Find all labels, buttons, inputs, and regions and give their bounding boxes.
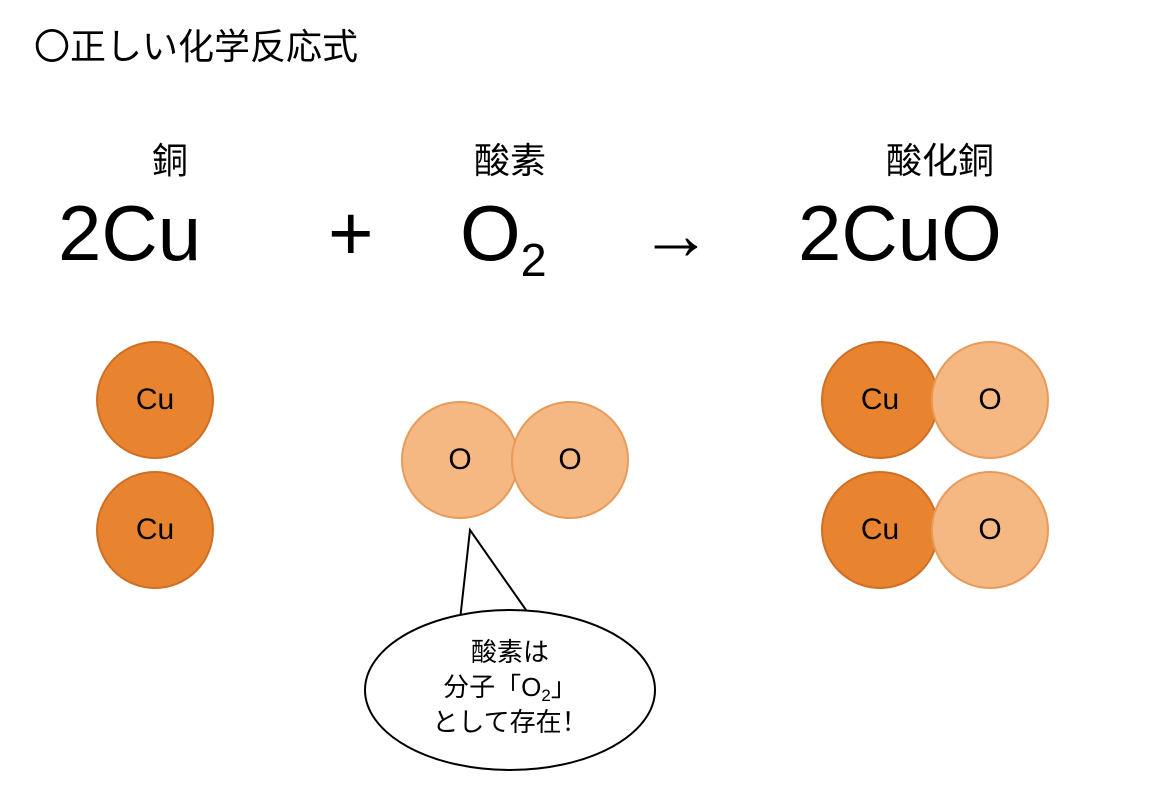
bubble-line2-post: 」	[551, 672, 577, 702]
diagram-canvas: { "title": { "text": "〇正しい化学反応式", "x": 3…	[0, 0, 1154, 807]
formula-2cuo: 2CuO	[798, 188, 1002, 279]
bubble-line1: 酸素は	[471, 637, 549, 667]
label-oxygen: 酸素	[430, 132, 590, 184]
atom-label: Cu	[136, 513, 174, 547]
atom-label: Cu	[861, 513, 899, 547]
formula-o2: O2	[460, 188, 547, 279]
atom-cuo-o2: O	[931, 471, 1049, 589]
atom-cuo-o1: O	[931, 341, 1049, 459]
atom-label: O	[448, 443, 471, 477]
atom-label: Cu	[136, 383, 174, 417]
formula-plus: +	[328, 188, 374, 279]
atom-o-2: O	[511, 401, 629, 519]
speech-bubble-text: 酸素は 分子「O2」 として存在！	[390, 635, 630, 740]
bubble-tail	[460, 530, 540, 630]
bubble-line2-pre: 分子「O	[443, 672, 541, 702]
bubble-line2-sub: 2	[541, 686, 550, 705]
atom-o-1: O	[401, 401, 519, 519]
atom-label: O	[978, 513, 1001, 547]
bubble-line3: として存在！	[432, 707, 587, 737]
atom-cuo-cu1: Cu	[821, 341, 939, 459]
atom-label: O	[558, 443, 581, 477]
atom-cu-2: Cu	[96, 471, 214, 589]
label-cuo: 酸化銅	[840, 132, 1040, 184]
atom-label: O	[978, 383, 1001, 417]
label-copper: 銅	[110, 132, 230, 184]
page-title: 〇正しい化学反応式	[34, 18, 358, 70]
formula-2cu: 2Cu	[58, 188, 201, 279]
formula-arrow: →	[640, 194, 712, 276]
atom-cu-1: Cu	[96, 341, 214, 459]
atom-label: Cu	[861, 383, 899, 417]
bubble-tail-cover	[460, 620, 540, 630]
atom-cuo-cu2: Cu	[821, 471, 939, 589]
